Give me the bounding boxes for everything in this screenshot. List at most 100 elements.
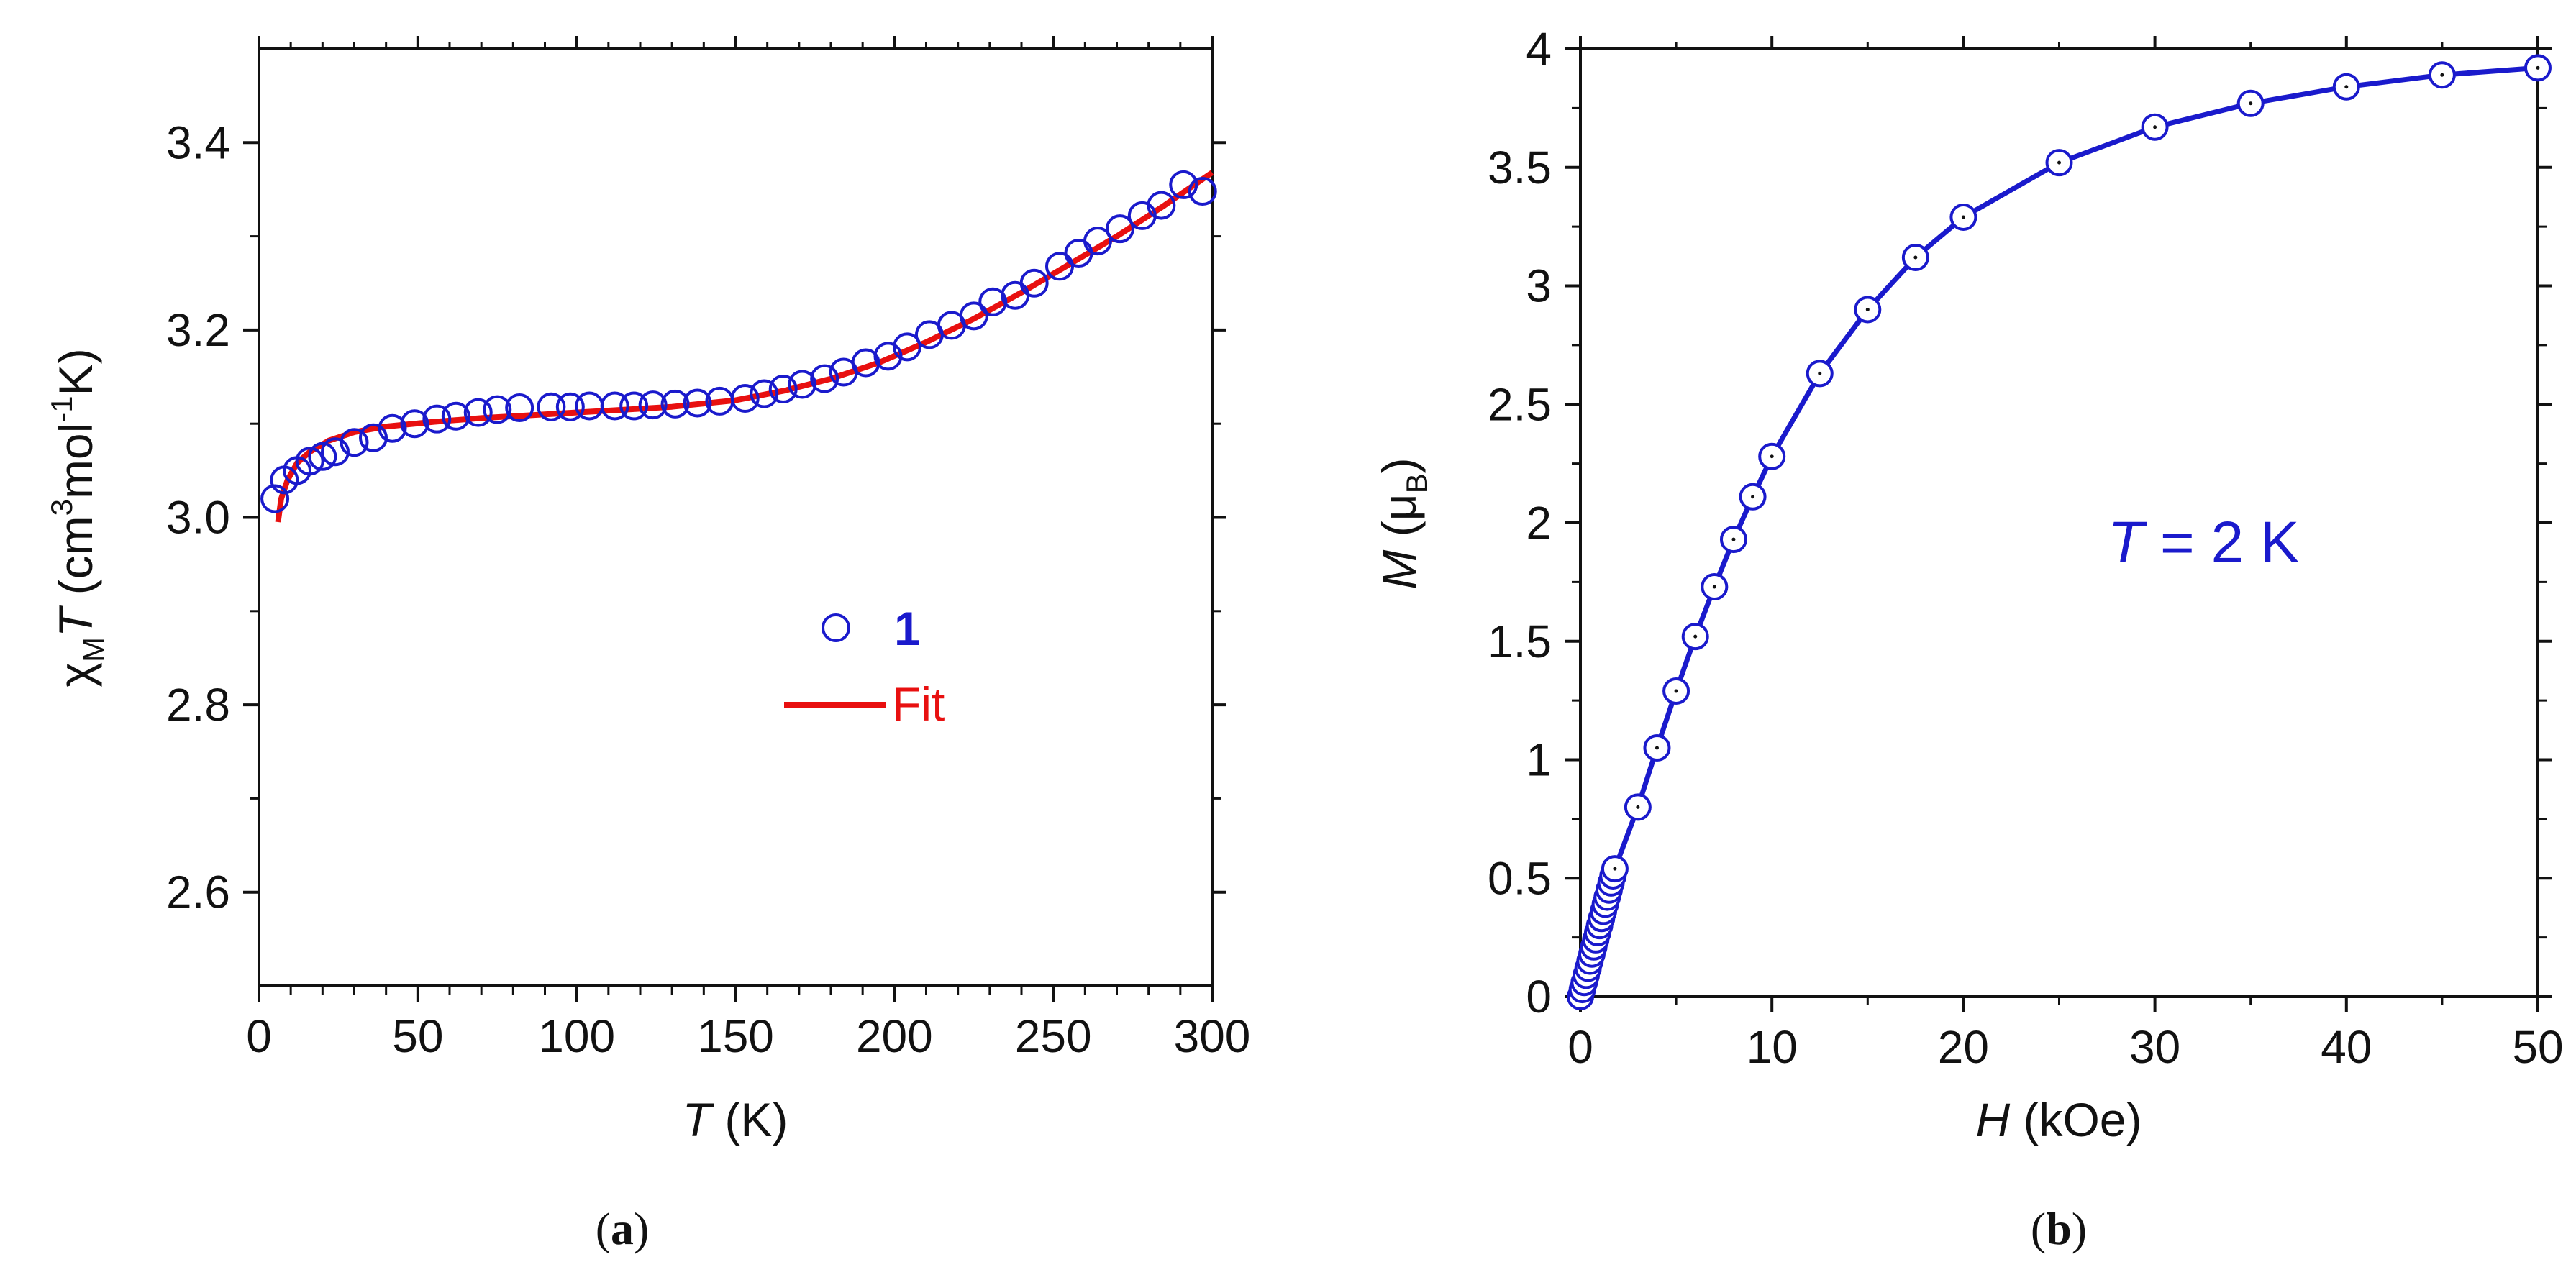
chart-b-xlabel: H (kOe) [1975, 1093, 2142, 1146]
y-tick-label: 2 [1526, 497, 1552, 549]
x-tick-label: 150 [697, 1010, 774, 1062]
ylabel-unit-a: (cm [49, 516, 102, 608]
x-tick-label: 0 [246, 1010, 272, 1062]
data-point [2524, 54, 2552, 82]
data-point [750, 379, 779, 408]
data-point [555, 392, 585, 421]
chart-b-ylabel: M (μB) [1373, 457, 1434, 589]
data-point [1105, 214, 1134, 244]
chart-a-xlabel: T (K) [683, 1093, 788, 1146]
x-tick-label: 50 [392, 1010, 443, 1062]
annotation-text: = 2 K [2144, 510, 2300, 575]
chart-a-ticks: 0 50 100 150 200 250 300 2.6 2.8 3.0 3.2 3.4 [166, 36, 1250, 1062]
data-point [2332, 73, 2360, 101]
data-point [1601, 855, 1629, 883]
ylabel-chi-sub: M [76, 637, 110, 662]
data-point [1739, 483, 1767, 511]
ylabel-unit-c: K) [49, 348, 102, 396]
data-point [378, 413, 407, 443]
chart-b-xlabel-var: H [1975, 1093, 2010, 1146]
data-point [810, 364, 839, 393]
data-point [340, 428, 369, 457]
data-point [893, 332, 921, 362]
data-point [1643, 734, 1671, 762]
data-point [441, 401, 470, 431]
chart-b-xlabel-unit: (kOe) [2010, 1093, 2142, 1146]
data-point [505, 393, 534, 423]
y-tick-label: 3 [1526, 260, 1552, 312]
chart-a-legend: 1 Fit [784, 602, 945, 731]
data-point [260, 484, 290, 513]
chart-b-ticks: 0 10 20 30 40 50 0 0.5 1 1.5 2 2.5 3 3.5 4 [1488, 23, 2564, 1073]
y-tick-label: 2.8 [166, 679, 230, 731]
annotation-var: T [2108, 510, 2147, 575]
b-ylabel-unit-b: ) [1373, 457, 1426, 473]
data-point [619, 391, 649, 421]
data-point [1681, 623, 1709, 651]
caption-b: (b) [2031, 1203, 2087, 1254]
chart-a-xlabel-var: T [683, 1093, 715, 1146]
x-tick-label: 30 [2129, 1021, 2180, 1073]
chart-b-annotation: T = 2 K [2108, 510, 2300, 575]
x-tick-label: 50 [2512, 1021, 2563, 1073]
chart-b: 0 10 20 30 40 50 0 0.5 1 1.5 2 2.5 3 3.5 4 T = 2 K H (… [1373, 23, 2564, 1254]
data-point [660, 389, 690, 419]
b-ylabel-unit-a: (μ [1373, 493, 1426, 549]
data-point [1083, 227, 1112, 256]
data-point [959, 301, 988, 331]
data-point [537, 392, 566, 421]
data-point [768, 374, 798, 403]
data-point [1758, 442, 1786, 470]
ylabel-sup-m1: -1 [45, 396, 78, 422]
caption-a: (a) [596, 1203, 650, 1254]
chart-a-xlabel-unit: (K) [711, 1093, 788, 1146]
data-point [683, 388, 712, 418]
data-point [638, 390, 668, 420]
y-tick-label: 3.0 [166, 492, 230, 544]
x-tick-label: 200 [856, 1010, 933, 1062]
data-point [1045, 252, 1074, 281]
chart-b-points-layer [1567, 54, 2552, 1010]
ylabel-sup-3: 3 [45, 499, 78, 516]
data-point [730, 384, 760, 413]
data-point [400, 409, 429, 439]
data-point [308, 442, 337, 471]
svg-text:M (μB): M (μB) [1373, 457, 1434, 589]
svg-text:χMT (cm3mol-1K): χMT (cm3mol-1K) [45, 348, 110, 687]
b-ylabel-sub: B [1400, 473, 1434, 493]
x-tick-label: 300 [1174, 1010, 1251, 1062]
data-point [1169, 170, 1198, 199]
x-tick-label: 20 [1938, 1021, 1989, 1073]
y-tick-label: 3.2 [166, 304, 230, 356]
data-point [600, 391, 629, 421]
data-point [1019, 268, 1049, 298]
data-point [2045, 149, 2073, 177]
ylabel-var: T [49, 605, 102, 637]
y-tick-label: 3.4 [166, 116, 230, 168]
data-point [1901, 243, 1929, 271]
data-point [321, 437, 350, 467]
y-tick-label: 3.5 [1488, 142, 1552, 193]
data-point [978, 287, 1008, 316]
data-point [851, 348, 880, 378]
data-point [359, 423, 388, 452]
x-tick-label: 100 [538, 1010, 615, 1062]
y-tick-label: 2.6 [166, 867, 230, 918]
data-point [1949, 203, 1977, 231]
data-point [422, 404, 452, 434]
legend-label-1: 1 [894, 602, 921, 655]
data-point [483, 395, 512, 424]
y-tick-label: 2.5 [1488, 378, 1552, 430]
legend-label-fit: Fit [892, 677, 945, 731]
ylabel-chi: χ [49, 662, 102, 687]
chart-a-ylabel: χMT (cm3mol-1K) [45, 348, 110, 687]
y-tick-label: 4 [1526, 23, 1552, 75]
data-point [295, 447, 324, 476]
x-tick-label: 40 [2321, 1021, 2372, 1073]
data-point [873, 342, 903, 371]
data-point [788, 370, 817, 399]
b-ylabel-var: M [1373, 550, 1426, 590]
data-point [1624, 793, 1652, 821]
